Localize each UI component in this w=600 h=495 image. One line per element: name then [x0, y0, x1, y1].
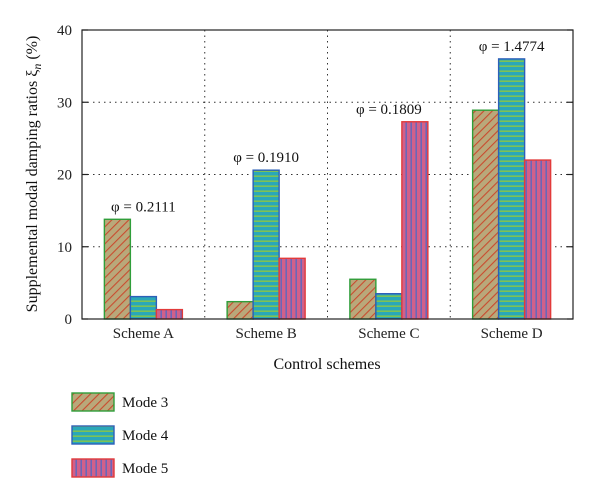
annotation-scheme-d: φ = 1.4774 — [479, 39, 545, 55]
annotation-scheme-b: φ = 0.1910 — [233, 150, 299, 166]
y-axis-title: Supplemental modal damping ratios ξn (%) — [24, 36, 44, 313]
y-axis-title-main: Supplemental modal damping ratios ξ — [24, 70, 41, 313]
y-tick-label-20: 20 — [57, 168, 72, 184]
bar-mode-4-scheme-b — [252, 169, 280, 320]
bar-mode-3-scheme-c — [349, 278, 377, 320]
bars — [103, 58, 552, 320]
annotation-scheme-c: φ = 0.1809 — [356, 102, 422, 118]
y-axis-title-unit: (%) — [24, 36, 41, 64]
bar-mode-4-scheme-a — [129, 295, 158, 320]
bar-mode-5-scheme-a — [155, 308, 184, 320]
axes — [81, 29, 574, 320]
tick-labels: 0 10 20 30 40 Scheme A Scheme B Scheme C Scheme … — [57, 23, 543, 342]
legend-swatch-mode-4 — [71, 425, 115, 445]
legend-swatch-mode-5 — [71, 458, 115, 478]
x-axis-title: Control schemes — [273, 356, 380, 373]
legend-label-mode-4: Mode 4 — [122, 428, 169, 444]
bar-mode-3-scheme-a — [103, 218, 132, 320]
bar-mode-3-scheme-d — [471, 109, 500, 320]
legend-label-mode-5: Mode 5 — [122, 461, 168, 477]
y-tick-label-10: 10 — [57, 240, 72, 256]
x-tick-label-scheme-a: Scheme A — [113, 326, 174, 342]
legend-label-mode-3: Mode 3 — [122, 395, 168, 411]
grid-lines — [82, 30, 573, 319]
bar-mode-4-scheme-c — [375, 293, 403, 320]
y-tick-label-0: 0 — [65, 312, 73, 328]
annotation-scheme-a: φ = 0.2111 — [111, 199, 176, 215]
annotations: φ = 0.2111 φ = 0.1910 φ = 0.1809 φ = 1.4774 — [111, 39, 545, 215]
legend: Mode 3 Mode 4 Mode 5 — [71, 392, 169, 478]
bar-mode-5-scheme-b — [278, 257, 306, 320]
bar-mode-5-scheme-d — [523, 159, 552, 320]
y-tick-label-30: 30 — [57, 95, 72, 111]
bar-mode-4-scheme-d — [497, 58, 526, 320]
x-tick-label-scheme-b: Scheme B — [236, 326, 297, 342]
x-tick-label-scheme-d: Scheme D — [481, 326, 543, 342]
y-axis-title-sub: n — [30, 64, 44, 70]
bar-mode-5-scheme-c — [401, 121, 429, 320]
legend-swatch-mode-3 — [71, 392, 115, 412]
bar-mode-3-scheme-b — [226, 300, 254, 320]
y-tick-label-40: 40 — [57, 23, 72, 39]
x-tick-label-scheme-c: Scheme C — [358, 326, 419, 342]
